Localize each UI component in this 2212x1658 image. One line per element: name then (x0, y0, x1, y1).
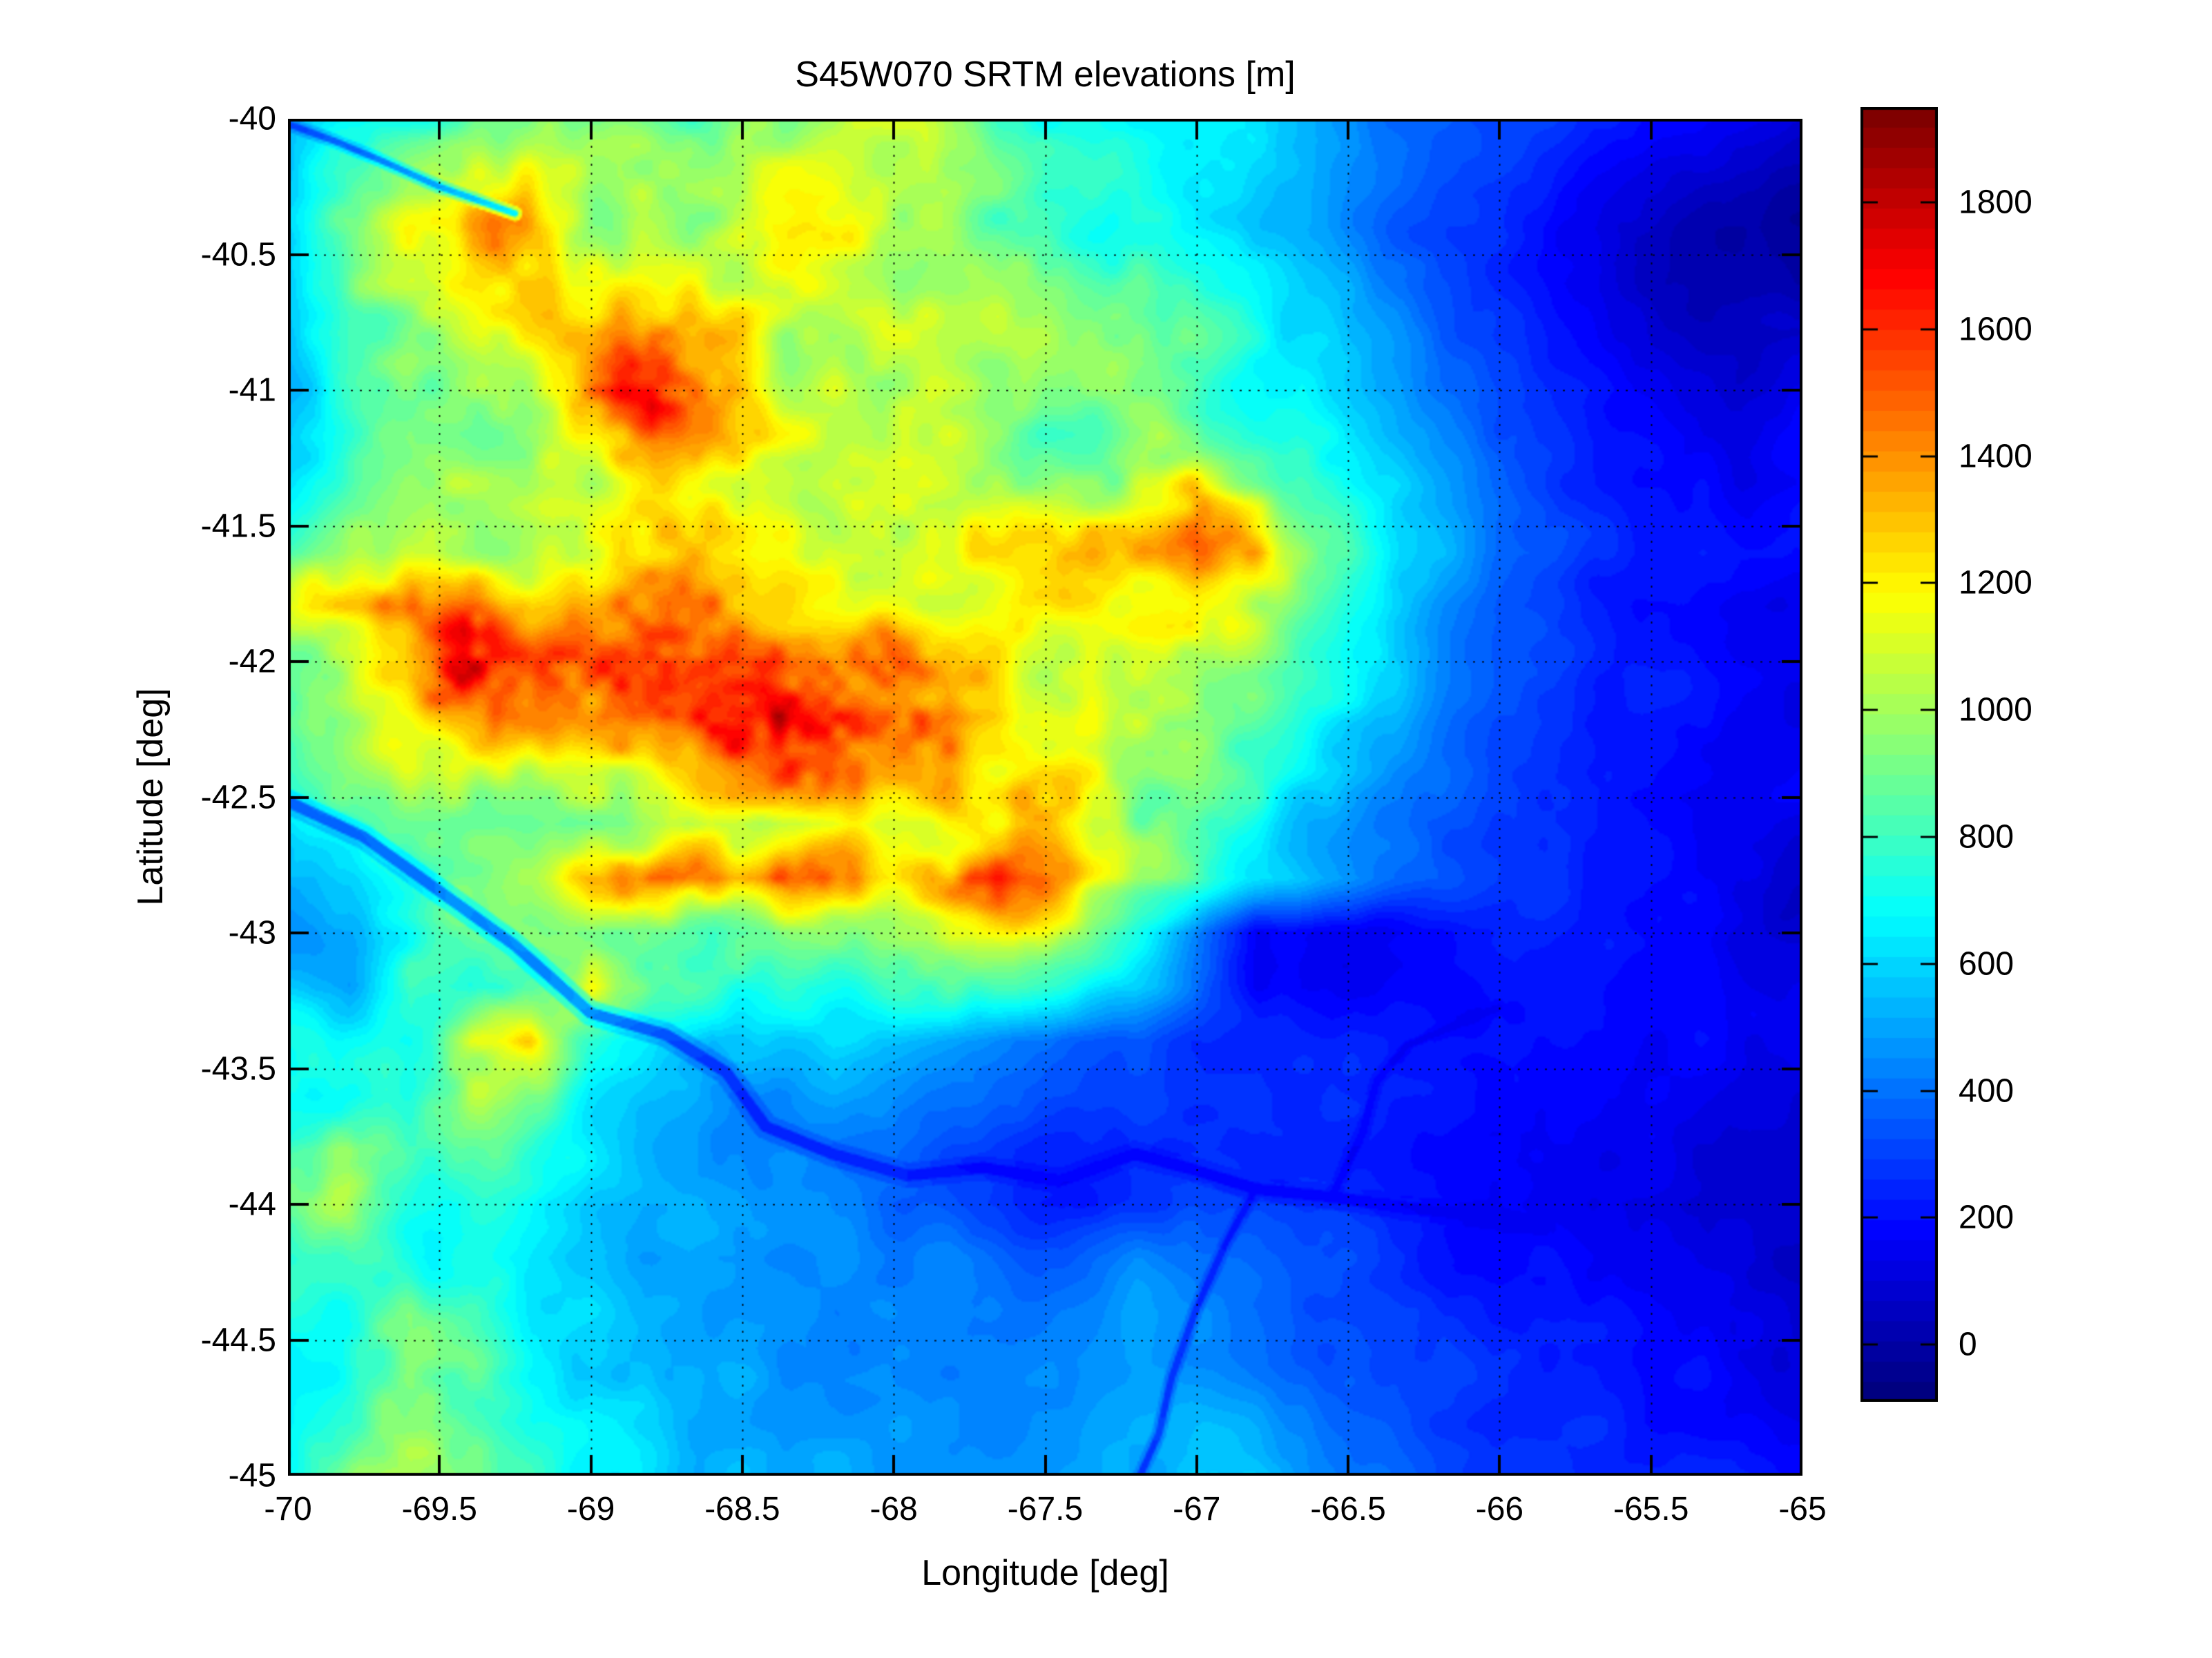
x-tick-label: -66.5 (1310, 1491, 1386, 1527)
y-tick-label: -43.5 (200, 1050, 276, 1087)
colorbar-tick-label: 800 (1959, 818, 2014, 856)
colorbar (1860, 107, 1938, 1402)
colorbar-tick-label: 1400 (1959, 438, 2032, 474)
colorbar-tick-label: 600 (1959, 945, 2014, 983)
x-tick-label: -67 (1173, 1491, 1221, 1527)
y-axis-label: Latitude [deg] (131, 688, 171, 906)
x-tick-label: -65.5 (1613, 1491, 1689, 1527)
x-tick-label: -68 (869, 1491, 918, 1527)
colorbar-tick-label: 1600 (1959, 311, 2032, 348)
colorbar-tick-label: 200 (1959, 1199, 2014, 1236)
colorbar-tick-label: 1200 (1959, 564, 2032, 601)
x-tick-label: -66 (1475, 1491, 1524, 1527)
x-tick-label: -69 (566, 1491, 615, 1527)
y-tick-label: -40.5 (200, 236, 276, 273)
y-tick-label: -44.5 (200, 1322, 276, 1358)
y-tick-label: -45 (228, 1457, 276, 1494)
colorbar-tick-label: 400 (1959, 1072, 2014, 1110)
x-tick-label: -69.5 (401, 1491, 477, 1527)
elevation-heatmap (288, 119, 1802, 1476)
y-tick-label: -42.5 (200, 779, 276, 816)
y-tick-label: -44 (228, 1186, 276, 1223)
plot-title: S45W070 SRTM elevations [m] (795, 55, 1296, 95)
colorbar-tick-label: 0 (1959, 1326, 1977, 1363)
y-tick-label: -40 (228, 100, 276, 137)
colorbar-tick-label: 1000 (1959, 691, 2032, 729)
y-tick-label: -43 (228, 914, 276, 952)
y-tick-label: -41.5 (200, 508, 276, 544)
y-tick-label: -42 (228, 643, 276, 680)
x-tick-label: -68.5 (704, 1491, 780, 1527)
x-tick-label: -70 (264, 1491, 312, 1527)
x-axis-label: Longitude [deg] (921, 1553, 1169, 1593)
colorbar-tick-label: 1800 (1959, 184, 2032, 221)
x-tick-label: -65 (1778, 1491, 1827, 1527)
y-tick-label: -41 (228, 372, 276, 409)
x-tick-label: -67.5 (1007, 1491, 1084, 1527)
